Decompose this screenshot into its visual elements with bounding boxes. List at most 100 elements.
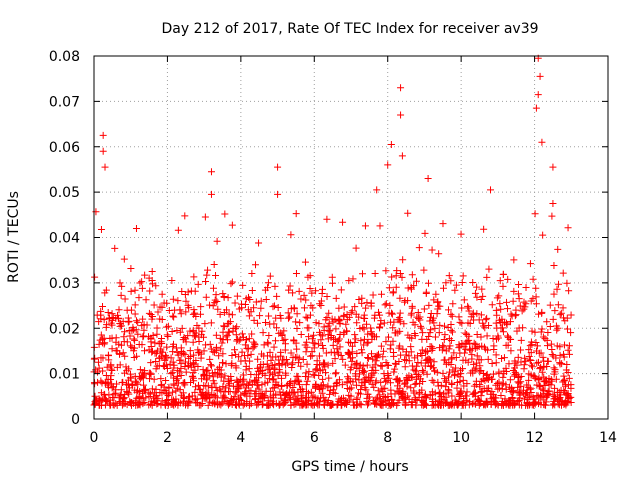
data-point bbox=[390, 352, 398, 360]
data-point bbox=[530, 399, 538, 407]
data-point bbox=[531, 373, 539, 381]
data-point bbox=[201, 213, 209, 221]
data-point bbox=[384, 333, 392, 341]
data-point bbox=[395, 396, 403, 404]
data-point bbox=[413, 362, 421, 370]
data-point bbox=[245, 312, 253, 320]
data-point bbox=[192, 357, 200, 365]
data-point bbox=[141, 367, 149, 375]
data-point bbox=[422, 290, 430, 298]
data-point bbox=[219, 290, 227, 298]
data-point bbox=[121, 295, 129, 303]
data-point bbox=[441, 331, 449, 339]
data-point bbox=[285, 286, 293, 294]
data-point bbox=[390, 318, 398, 326]
data-point bbox=[425, 333, 433, 341]
data-point bbox=[245, 381, 253, 389]
data-point bbox=[197, 331, 205, 339]
x-axis-label: GPS time / hours bbox=[291, 459, 408, 475]
data-point bbox=[514, 353, 522, 361]
data-point bbox=[190, 361, 198, 369]
data-point bbox=[245, 365, 253, 373]
data-point bbox=[385, 284, 393, 292]
data-point bbox=[374, 387, 382, 395]
data-point bbox=[556, 343, 564, 351]
data-point bbox=[504, 275, 512, 283]
data-point bbox=[473, 331, 481, 339]
data-point bbox=[469, 311, 477, 319]
data-point bbox=[406, 334, 414, 342]
y-tick-label: 0.07 bbox=[49, 94, 80, 110]
data-point bbox=[488, 388, 496, 396]
data-point bbox=[357, 401, 365, 409]
data-point bbox=[126, 332, 134, 340]
data-point bbox=[112, 347, 120, 355]
data-point bbox=[322, 349, 330, 357]
data-point bbox=[396, 342, 404, 350]
data-point bbox=[496, 277, 504, 285]
data-point bbox=[167, 370, 175, 378]
data-point bbox=[348, 348, 356, 356]
data-point bbox=[535, 375, 543, 383]
data-point bbox=[448, 392, 456, 400]
data-point bbox=[228, 221, 236, 229]
data-point bbox=[452, 281, 460, 289]
data-point bbox=[102, 323, 110, 331]
data-point bbox=[147, 338, 155, 346]
data-point bbox=[152, 385, 160, 393]
data-point bbox=[198, 400, 206, 408]
data-point bbox=[182, 368, 190, 376]
data-point bbox=[207, 168, 215, 176]
data-point bbox=[386, 301, 394, 309]
data-point bbox=[233, 378, 241, 386]
data-point bbox=[327, 331, 335, 339]
data-point bbox=[176, 386, 184, 394]
data-point bbox=[186, 327, 194, 335]
data-point bbox=[499, 328, 507, 336]
data-point bbox=[421, 390, 429, 398]
data-point bbox=[557, 397, 565, 405]
data-point bbox=[532, 284, 540, 292]
data-point bbox=[319, 375, 327, 383]
data-point bbox=[121, 352, 129, 360]
data-point bbox=[511, 400, 519, 408]
data-point bbox=[158, 290, 166, 298]
data-point bbox=[553, 285, 561, 293]
data-point bbox=[447, 326, 455, 334]
data-point bbox=[128, 343, 136, 351]
data-point bbox=[472, 364, 480, 372]
data-point bbox=[526, 356, 534, 364]
data-point bbox=[546, 322, 554, 330]
data-point bbox=[473, 352, 481, 360]
data-point bbox=[536, 394, 544, 402]
data-point bbox=[309, 394, 317, 402]
axis-ticks bbox=[93, 55, 609, 420]
data-point bbox=[149, 280, 157, 288]
data-point bbox=[154, 395, 162, 403]
data-point bbox=[92, 208, 100, 216]
data-point bbox=[373, 186, 381, 194]
data-point bbox=[504, 305, 512, 313]
data-point bbox=[138, 284, 146, 292]
data-point bbox=[157, 375, 165, 383]
data-point bbox=[241, 301, 249, 309]
data-point bbox=[427, 309, 435, 317]
data-point bbox=[278, 360, 286, 368]
data-point bbox=[143, 321, 151, 329]
data-point bbox=[539, 353, 547, 361]
data-point bbox=[197, 401, 205, 409]
data-point bbox=[477, 333, 485, 341]
data-point bbox=[287, 378, 295, 386]
x-tick-label: 14 bbox=[599, 430, 617, 446]
data-point bbox=[228, 351, 236, 359]
data-point bbox=[364, 354, 372, 362]
data-point bbox=[343, 401, 351, 409]
data-point bbox=[169, 312, 177, 320]
data-point bbox=[313, 399, 321, 407]
data-point bbox=[512, 306, 520, 314]
data-point bbox=[330, 349, 338, 357]
data-point bbox=[308, 289, 316, 297]
data-point bbox=[296, 381, 304, 389]
data-point bbox=[314, 395, 322, 403]
